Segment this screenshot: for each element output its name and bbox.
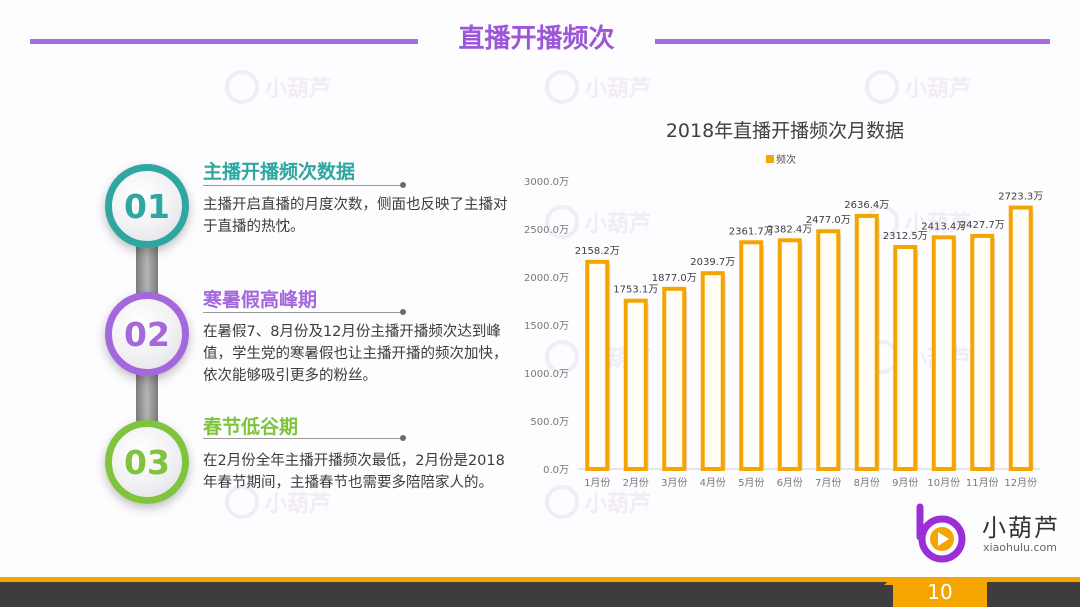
y-tick-label: 2500.0万 xyxy=(524,225,569,236)
item-divider xyxy=(203,312,403,313)
badge-02: 02 xyxy=(105,292,189,376)
data-label: 2039.7万 xyxy=(690,257,735,268)
x-tick-label: 5月份 xyxy=(738,477,764,489)
watermark-logo: 小葫芦 xyxy=(545,205,651,239)
x-tick-label: 9月份 xyxy=(892,477,918,489)
x-tick-label: 11月份 xyxy=(966,477,999,489)
item-heading-02: 寒暑假高峰期 xyxy=(203,289,318,311)
y-tick-label: 500.0万 xyxy=(530,417,569,428)
x-tick-label: 8月份 xyxy=(854,477,880,489)
bar xyxy=(585,259,610,471)
item-divider-dot xyxy=(400,309,406,315)
item-divider xyxy=(203,185,403,186)
x-tick-label: 6月份 xyxy=(777,477,803,489)
data-label: 2723.3万 xyxy=(998,192,1043,203)
item-text-02: 在暑假7、8月份及12月份主播开播频次达到峰值，学生党的寒暑假也让主播开播的频次… xyxy=(203,324,508,384)
watermark-logo: 小葫芦 xyxy=(225,70,331,104)
data-label: 2413.4万 xyxy=(921,221,966,232)
data-label: 1753.1万 xyxy=(613,285,658,296)
legend-swatch xyxy=(766,154,774,163)
y-tick-label: 2000.0万 xyxy=(524,273,569,284)
item-heading-03: 春节低谷期 xyxy=(203,416,299,438)
bar xyxy=(854,213,879,471)
watermark-logo: 小葫芦 xyxy=(545,485,651,519)
badge-01: 01 xyxy=(105,164,189,248)
chart-title: 2018年直播开播频次月数据 xyxy=(665,120,905,142)
data-label: 2382.4万 xyxy=(767,224,812,235)
y-tick-label: 3000.0万 xyxy=(524,177,569,188)
page-notch xyxy=(884,577,893,585)
item-divider-dot xyxy=(400,182,406,188)
y-tick-label: 1000.0万 xyxy=(524,369,569,380)
bar xyxy=(1008,205,1033,471)
data-label: 1877.0万 xyxy=(652,273,697,284)
bar xyxy=(700,271,725,472)
watermark-logo: 小葫芦 xyxy=(865,205,971,239)
data-label: 2477.0万 xyxy=(806,215,851,226)
title-rule-left xyxy=(30,39,418,44)
data-label: 2312.5万 xyxy=(883,231,928,242)
page-number: 10 xyxy=(893,577,987,607)
x-tick-label: 3月份 xyxy=(661,477,687,489)
x-tick-label: 12月份 xyxy=(1004,477,1037,489)
x-tick-label: 10月份 xyxy=(927,477,960,489)
data-label: 2158.2万 xyxy=(575,246,620,257)
chart-legend: 频次 xyxy=(766,151,796,166)
bar xyxy=(739,240,764,471)
bar xyxy=(623,298,648,471)
data-label: 2427.7万 xyxy=(960,220,1005,231)
bar xyxy=(662,286,687,472)
data-label: 2636.4万 xyxy=(844,200,889,211)
bar xyxy=(893,245,918,471)
watermark-logo: 小葫芦 xyxy=(545,70,651,104)
item-heading-01: 主播开播频次数据 xyxy=(203,161,356,183)
bar xyxy=(931,235,956,471)
x-tick-label: 7月份 xyxy=(815,477,841,489)
item-divider-dot xyxy=(400,435,406,441)
brand-name: 小葫芦 xyxy=(982,514,1060,542)
y-tick-label: 0.0万 xyxy=(543,465,569,476)
item-text-03: 在2月份全年主播开播频次最低，2月份是2018年春节期间，主播春节也需要多陪陪家… xyxy=(203,453,505,491)
watermark-logo: 小葫芦 xyxy=(865,70,971,104)
y-tick-label: 1500.0万 xyxy=(524,321,569,332)
badge-03: 03 xyxy=(105,420,189,504)
footer-accent xyxy=(0,577,1080,582)
legend-label: 频次 xyxy=(776,155,796,166)
watermark-logo: 小葫芦 xyxy=(225,485,331,519)
data-label: 2361.7万 xyxy=(729,226,774,237)
x-tick-label: 2月份 xyxy=(623,477,649,489)
title-rule-right xyxy=(655,39,1050,44)
slide-title: 直播开播频次 xyxy=(458,24,615,54)
item-divider xyxy=(203,438,403,439)
item-text-01: 主播开启直播的月度次数，侧面也反映了主播对于直播的热忱。 xyxy=(203,197,508,235)
bar xyxy=(777,238,802,471)
brand-url: xiaohulu.com xyxy=(983,541,1057,554)
x-tick-label: 4月份 xyxy=(700,477,726,489)
bar xyxy=(970,233,995,471)
x-tick-label: 1月份 xyxy=(584,477,610,489)
bar xyxy=(816,229,841,471)
xiaohulu-logo-icon xyxy=(916,503,966,563)
